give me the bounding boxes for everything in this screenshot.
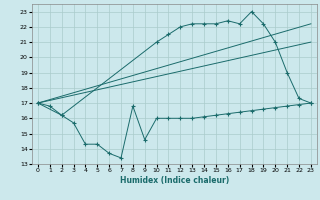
X-axis label: Humidex (Indice chaleur): Humidex (Indice chaleur) [120,176,229,185]
